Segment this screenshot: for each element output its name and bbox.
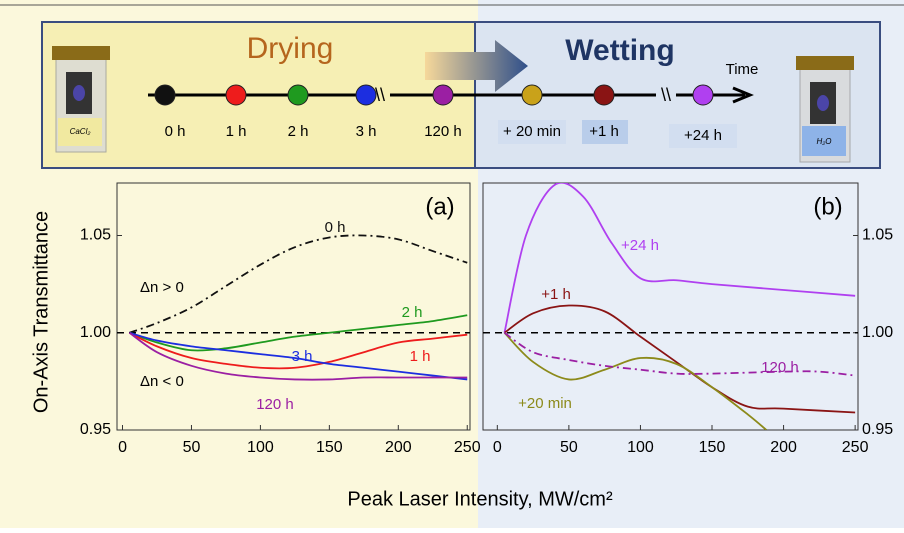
left-vial bbox=[52, 46, 110, 153]
series-label: 120 h bbox=[256, 396, 294, 413]
timeline-label: 1 h bbox=[226, 123, 247, 140]
series-line bbox=[129, 234, 468, 334]
x-tick-label: 100 bbox=[627, 439, 654, 456]
timeline-dot bbox=[225, 84, 247, 106]
annotation: Δn < 0 bbox=[140, 373, 184, 390]
x-tick-label: 150 bbox=[316, 439, 343, 456]
series-label: +24 h bbox=[621, 237, 659, 254]
label-bg bbox=[582, 120, 628, 144]
series-line bbox=[129, 314, 468, 352]
x-tick-label: 100 bbox=[247, 439, 274, 456]
plot-area bbox=[116, 182, 471, 431]
x-tick-label: 50 bbox=[183, 439, 201, 456]
wetting-title: Wetting bbox=[565, 34, 674, 67]
x-tick-label: 200 bbox=[385, 439, 412, 456]
panel-title: (b) bbox=[813, 193, 842, 220]
break: \\ bbox=[375, 85, 385, 105]
timeline-label: +24 h bbox=[684, 127, 722, 144]
timeline-dot bbox=[593, 84, 615, 106]
series-label: 1 h bbox=[410, 348, 431, 365]
series-line bbox=[503, 183, 856, 333]
plot-area bbox=[482, 182, 859, 431]
series-line bbox=[503, 332, 856, 377]
series-label: 120 h bbox=[761, 359, 799, 376]
series-label: +20 min bbox=[518, 395, 572, 412]
time-label: Time bbox=[726, 61, 759, 78]
timeline-label: +1 h bbox=[589, 123, 619, 140]
timeline-label: 2 h bbox=[288, 123, 309, 140]
x-tick-label: 0 bbox=[493, 439, 502, 456]
vial-label: CaCl₂ bbox=[70, 127, 91, 136]
timeline-arrowhead bbox=[732, 86, 754, 104]
right-vial bbox=[796, 56, 854, 163]
break-bg bbox=[656, 84, 676, 106]
y-axis-label: On-Axis Transmittance bbox=[30, 211, 52, 413]
vial-label: H₂O bbox=[816, 137, 831, 146]
series-label: 3 h bbox=[292, 348, 313, 365]
timeline-label: 3 h bbox=[356, 123, 377, 140]
y-tick-label: 1.00 bbox=[80, 324, 111, 341]
break-bg bbox=[370, 84, 390, 106]
series-line bbox=[129, 331, 468, 370]
label-bg bbox=[498, 120, 566, 144]
series-label: 0 h bbox=[325, 219, 346, 236]
x-tick-label: 250 bbox=[454, 439, 481, 456]
timeline-dot bbox=[692, 84, 714, 106]
series-line bbox=[128, 332, 468, 381]
timeline-dot bbox=[432, 84, 454, 106]
y-tick-label: 1.05 bbox=[80, 227, 111, 244]
timeline-dot bbox=[287, 84, 309, 106]
drying-title: Drying bbox=[247, 32, 334, 65]
timeline-dot bbox=[521, 84, 543, 106]
timeline-label: 0 h bbox=[165, 123, 186, 140]
x-tick-label: 0 bbox=[118, 439, 127, 456]
annotation: Δn > 0 bbox=[140, 279, 184, 296]
series-line bbox=[129, 331, 468, 381]
arrow bbox=[425, 40, 528, 92]
timeline-dot bbox=[154, 84, 176, 106]
label-bg bbox=[669, 124, 737, 148]
x-tick-label: 200 bbox=[770, 439, 797, 456]
break: \\ bbox=[661, 85, 671, 105]
x-axis-label: Peak Laser Intensity, MW/cm² bbox=[347, 488, 613, 510]
y-tick-label: 1.00 bbox=[862, 324, 893, 341]
series-label: +1 h bbox=[541, 286, 571, 303]
x-tick-label: 50 bbox=[560, 439, 578, 456]
series-line bbox=[503, 304, 856, 414]
x-tick-label: 250 bbox=[842, 439, 869, 456]
y-tick-label: 0.95 bbox=[80, 421, 111, 438]
y-tick-label: 1.05 bbox=[862, 227, 893, 244]
x-tick-label: 150 bbox=[699, 439, 726, 456]
y-tick-label: 0.95 bbox=[862, 421, 893, 438]
series-label: 2 h bbox=[402, 304, 423, 321]
timeline-label: 120 h bbox=[424, 123, 462, 140]
timeline-dot bbox=[355, 84, 377, 106]
panel-title: (a) bbox=[425, 193, 454, 220]
timeline-label: + 20 min bbox=[503, 123, 561, 140]
series-line bbox=[503, 332, 767, 430]
